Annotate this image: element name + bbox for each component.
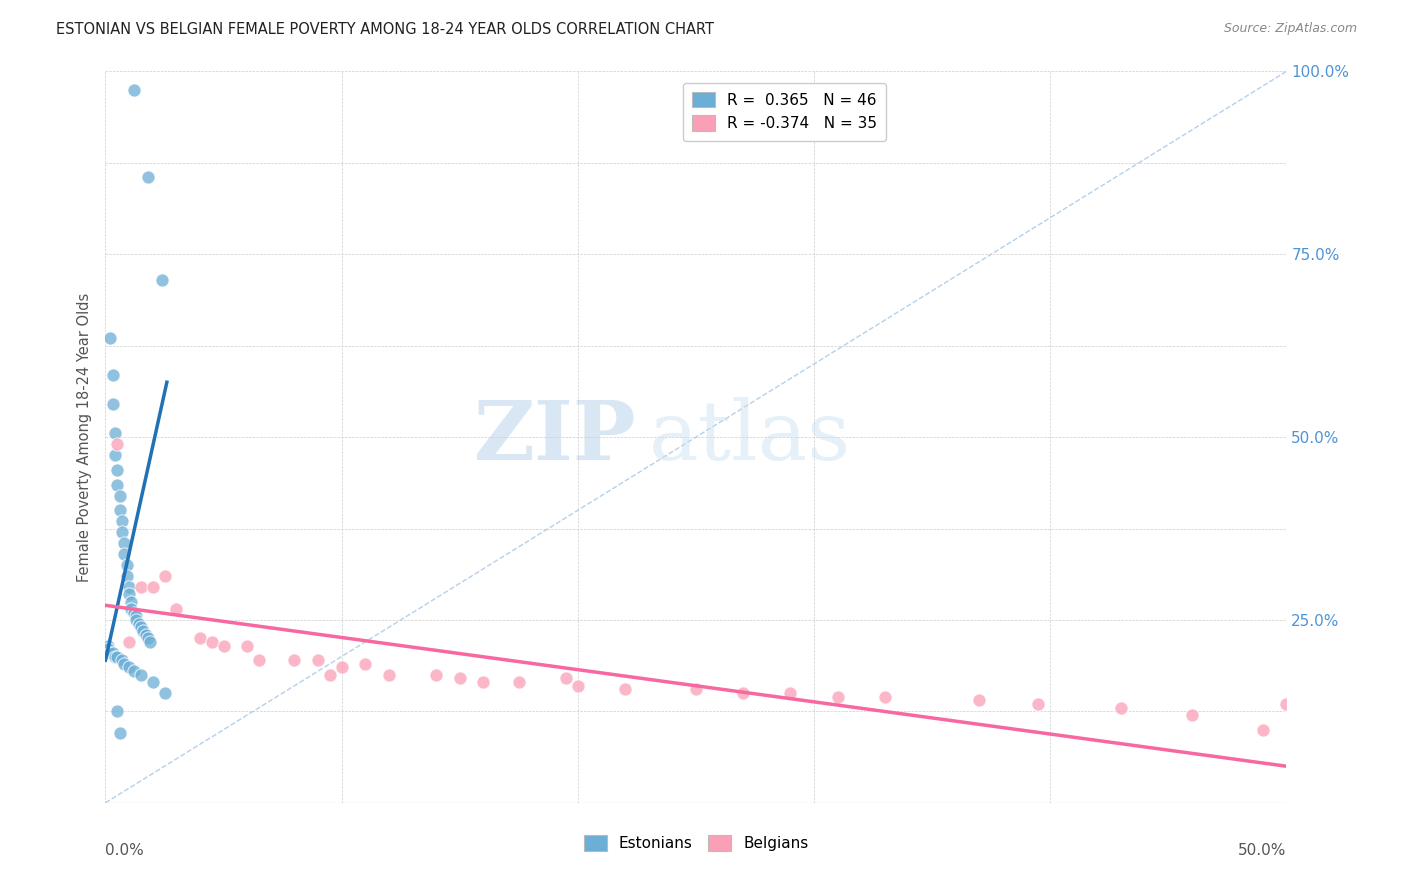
Point <box>104 449 127 463</box>
Point <box>125 613 148 627</box>
Point <box>118 635 141 649</box>
Point <box>212 639 235 653</box>
Point <box>136 170 159 185</box>
Point <box>567 679 589 693</box>
Point <box>125 609 148 624</box>
Point <box>283 653 305 667</box>
Point <box>120 602 142 616</box>
Point <box>449 672 471 686</box>
Point <box>122 664 145 678</box>
Point <box>827 690 849 704</box>
Point <box>112 547 135 561</box>
Point <box>165 602 187 616</box>
Point <box>108 503 131 517</box>
Point <box>97 639 120 653</box>
Text: Source: ZipAtlas.com: Source: ZipAtlas.com <box>1223 22 1357 36</box>
Point <box>472 675 495 690</box>
Point <box>873 690 896 704</box>
Point <box>1275 697 1298 711</box>
Point <box>111 653 134 667</box>
Point <box>115 569 138 583</box>
Point <box>153 686 176 700</box>
Point <box>108 726 131 740</box>
Point <box>779 686 801 700</box>
Point <box>118 580 141 594</box>
Point <box>319 667 342 681</box>
Point <box>139 635 162 649</box>
Point <box>118 587 141 601</box>
Point <box>122 606 145 620</box>
Point <box>508 675 530 690</box>
Point <box>104 426 127 441</box>
Point <box>104 649 127 664</box>
Point <box>108 489 131 503</box>
Point <box>101 397 124 411</box>
Point <box>236 639 259 653</box>
Point <box>112 536 135 550</box>
Point <box>122 83 145 97</box>
Point <box>115 558 138 573</box>
Point <box>105 437 128 451</box>
Point <box>120 594 142 608</box>
Point <box>128 616 150 631</box>
Point <box>129 580 152 594</box>
Legend: Estonians, Belgians: Estonians, Belgians <box>578 830 814 857</box>
Point <box>105 463 128 477</box>
Point <box>330 660 353 674</box>
Point <box>118 660 141 674</box>
Point <box>1251 723 1274 737</box>
Point <box>105 477 128 491</box>
Point <box>188 632 211 646</box>
Point <box>425 667 447 681</box>
Point <box>98 331 121 345</box>
Point <box>201 635 224 649</box>
Text: ZIP: ZIP <box>474 397 637 477</box>
Text: ESTONIAN VS BELGIAN FEMALE POVERTY AMONG 18-24 YEAR OLDS CORRELATION CHART: ESTONIAN VS BELGIAN FEMALE POVERTY AMONG… <box>56 22 714 37</box>
Point <box>555 672 578 686</box>
Y-axis label: Female Poverty Among 18-24 Year Olds: Female Poverty Among 18-24 Year Olds <box>77 293 93 582</box>
Point <box>129 667 152 681</box>
Point <box>97 642 120 657</box>
Point <box>111 514 134 528</box>
Point <box>1109 700 1132 714</box>
Text: atlas: atlas <box>648 397 851 477</box>
Point <box>129 620 152 634</box>
Point <box>614 682 637 697</box>
Point <box>1028 697 1050 711</box>
Point <box>105 649 128 664</box>
Point <box>105 705 128 719</box>
Point <box>153 569 176 583</box>
Point <box>378 667 401 681</box>
Point <box>101 646 124 660</box>
Point <box>354 657 377 671</box>
Text: 0.0%: 0.0% <box>105 843 145 858</box>
Point <box>112 657 135 671</box>
Point <box>98 646 121 660</box>
Point <box>969 693 991 707</box>
Text: 50.0%: 50.0% <box>1239 843 1286 858</box>
Point <box>307 653 329 667</box>
Point <box>136 632 159 646</box>
Point <box>135 627 157 641</box>
Point <box>247 653 270 667</box>
Point <box>150 273 173 287</box>
Point <box>1181 708 1204 723</box>
Point <box>101 368 124 382</box>
Point <box>733 686 755 700</box>
Point <box>685 682 707 697</box>
Point <box>142 675 165 690</box>
Point <box>142 580 165 594</box>
Point <box>111 525 134 540</box>
Point <box>132 624 155 638</box>
